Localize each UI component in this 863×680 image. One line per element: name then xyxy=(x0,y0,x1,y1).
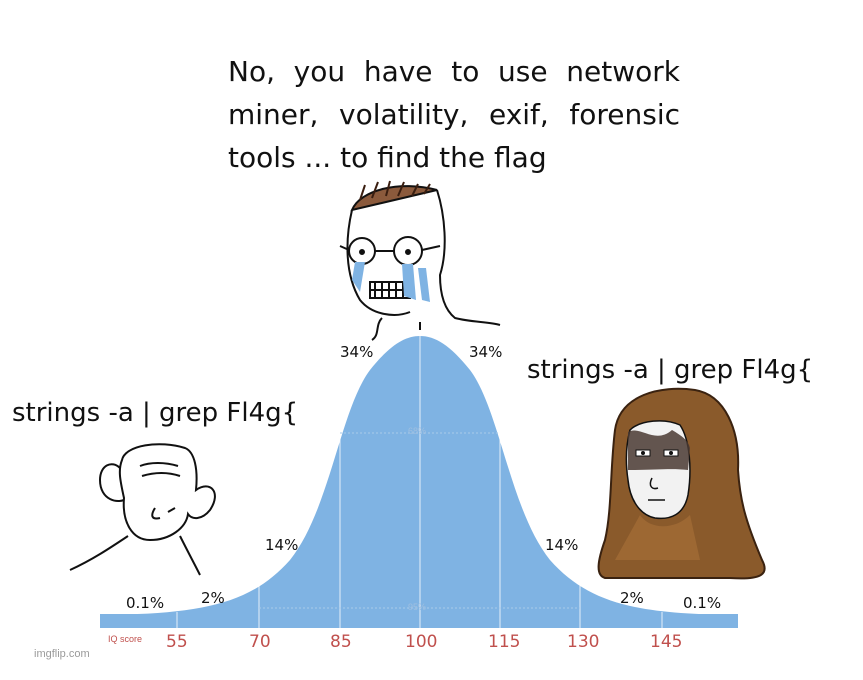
tick-70: 70 xyxy=(249,632,271,652)
tick-85: 85 xyxy=(330,632,352,652)
tick-145: 145 xyxy=(650,632,683,652)
simple-wojak xyxy=(69,443,216,576)
crying-nerd-wojak xyxy=(339,180,501,341)
bell-curve-area xyxy=(100,336,738,628)
top-caption: No, you have to use network miner, volat… xyxy=(228,50,680,179)
tick-130: 130 xyxy=(567,632,600,652)
pct-right-tail: 2% xyxy=(620,589,644,607)
top-caption-line-2: miner, volatility, exif, forensic xyxy=(228,98,680,131)
axis-bar xyxy=(100,614,738,628)
top-caption-line-1: No, you have to use network xyxy=(228,55,680,88)
left-caption: strings -a | grep Fl4g{ xyxy=(12,398,299,428)
inner-68-label: 68% xyxy=(408,426,427,436)
curve-gridlines xyxy=(176,336,663,628)
imgflip-watermark: imgflip.com xyxy=(34,648,90,660)
pct-left-tail: 2% xyxy=(201,589,225,607)
top-caption-line-3: tools ... to find the flag xyxy=(228,141,547,174)
inner-brackets xyxy=(259,432,580,609)
pct-right-mid: 14% xyxy=(545,536,579,554)
pct-right-center: 34% xyxy=(469,343,503,361)
pct-left-far: 0.1% xyxy=(126,594,165,612)
tick-55: 55 xyxy=(166,632,188,652)
hooded-wojak xyxy=(597,387,766,580)
pct-left-center: 34% xyxy=(340,343,374,361)
right-caption: strings -a | grep Fl4g{ xyxy=(527,355,814,385)
tears xyxy=(352,262,430,302)
pct-left-mid: 14% xyxy=(265,536,299,554)
iq-score-label: IQ score xyxy=(108,634,143,644)
tick-115: 115 xyxy=(488,632,521,652)
pct-right-far: 0.1% xyxy=(683,594,722,612)
tick-100: 100 xyxy=(405,632,438,652)
inner-95-label: 95% xyxy=(408,602,427,612)
